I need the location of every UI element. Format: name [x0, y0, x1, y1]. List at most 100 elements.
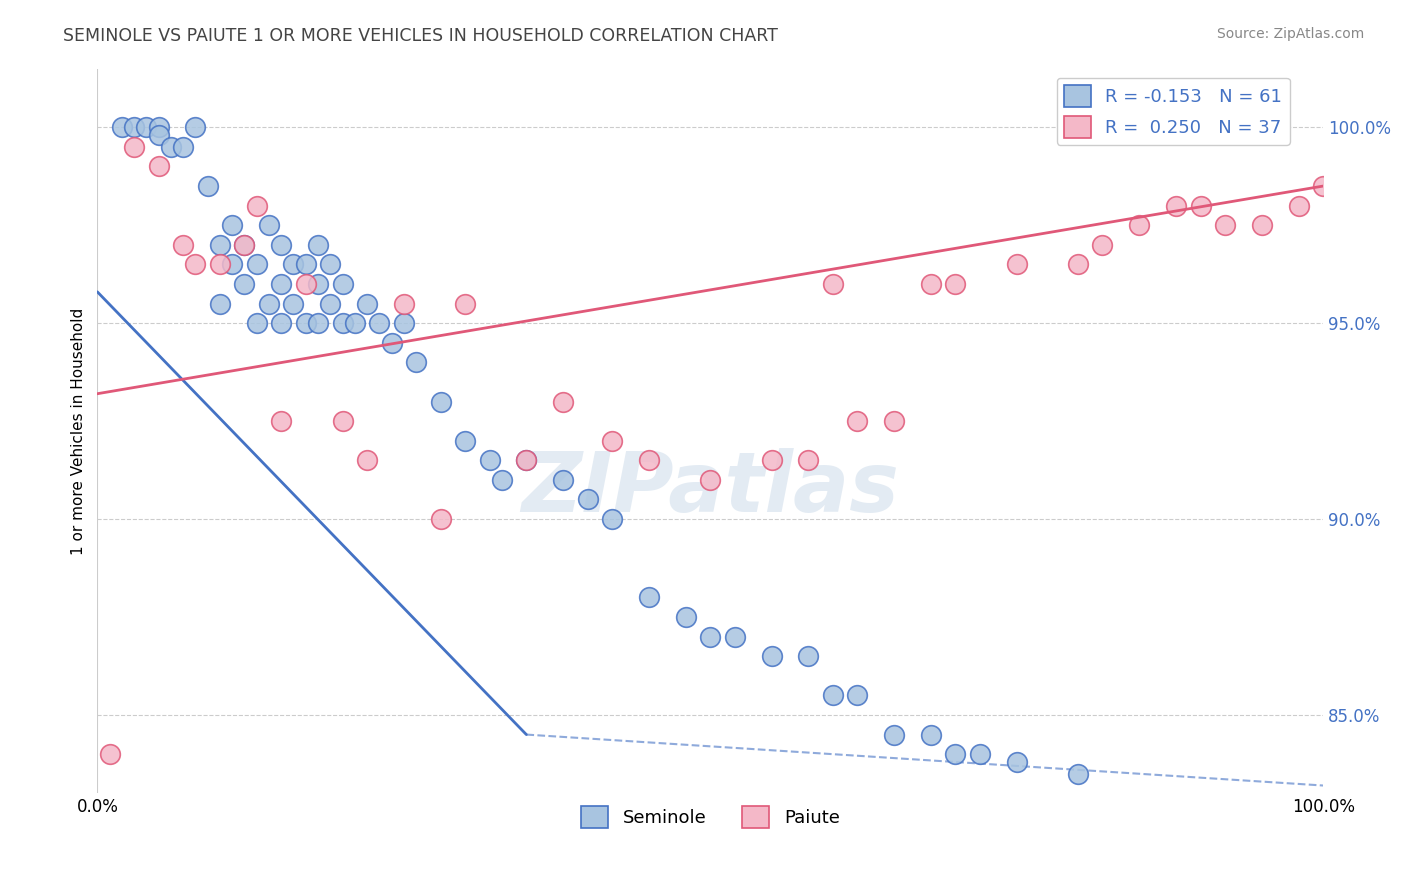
Point [883, 414, 905, 428]
Point [368, 316, 391, 330]
Point [945, 747, 967, 761]
Point [283, 296, 305, 310]
Point [1189, 199, 1212, 213]
Point [233, 237, 256, 252]
Point [1005, 257, 1028, 271]
Point [221, 219, 243, 233]
Point [883, 728, 905, 742]
Point [945, 277, 967, 291]
Point [343, 316, 366, 330]
Point [246, 316, 269, 330]
Point [454, 296, 477, 310]
Point [135, 120, 157, 135]
Point [356, 453, 378, 467]
Point [1164, 199, 1187, 213]
Point [515, 453, 537, 467]
Point [1250, 219, 1272, 233]
Point [148, 128, 170, 142]
Point [429, 394, 451, 409]
Point [208, 257, 231, 271]
Point [233, 277, 256, 291]
Point [122, 120, 145, 135]
Point [724, 630, 747, 644]
Text: ZIPatlas: ZIPatlas [522, 449, 900, 530]
Point [148, 160, 170, 174]
Text: Source: ZipAtlas.com: Source: ZipAtlas.com [1216, 27, 1364, 41]
Point [246, 199, 269, 213]
Point [270, 316, 292, 330]
Legend: Seminole, Paiute: Seminole, Paiute [574, 798, 846, 835]
Point [283, 257, 305, 271]
Point [307, 237, 329, 252]
Point [221, 257, 243, 271]
Point [1128, 219, 1150, 233]
Point [148, 120, 170, 135]
Point [332, 414, 354, 428]
Point [233, 237, 256, 252]
Point [307, 316, 329, 330]
Point [699, 473, 721, 487]
Point [846, 689, 869, 703]
Point [920, 277, 942, 291]
Point [332, 316, 354, 330]
Point [969, 747, 991, 761]
Point [270, 237, 292, 252]
Point [257, 296, 280, 310]
Point [197, 179, 219, 194]
Point [600, 512, 623, 526]
Point [319, 296, 342, 310]
Point [122, 140, 145, 154]
Point [392, 296, 415, 310]
Point [920, 728, 942, 742]
Point [1213, 219, 1236, 233]
Point [111, 120, 134, 135]
Point [600, 434, 623, 448]
Point [761, 649, 783, 664]
Y-axis label: 1 or more Vehicles in Household: 1 or more Vehicles in Household [72, 308, 86, 555]
Point [1288, 199, 1310, 213]
Point [307, 277, 329, 291]
Point [761, 453, 783, 467]
Point [638, 591, 661, 605]
Point [270, 414, 292, 428]
Point [294, 277, 316, 291]
Point [172, 140, 194, 154]
Point [1091, 237, 1114, 252]
Point [405, 355, 427, 369]
Point [160, 140, 183, 154]
Point [576, 492, 599, 507]
Point [638, 453, 661, 467]
Point [699, 630, 721, 644]
Point [294, 257, 316, 271]
Point [821, 277, 844, 291]
Point [208, 237, 231, 252]
Point [1312, 179, 1334, 194]
Point [675, 610, 697, 624]
Point [184, 120, 207, 135]
Point [821, 689, 844, 703]
Point [98, 747, 121, 761]
Point [478, 453, 501, 467]
Point [270, 277, 292, 291]
Point [846, 414, 869, 428]
Point [184, 257, 207, 271]
Point [172, 237, 194, 252]
Point [454, 434, 477, 448]
Point [246, 257, 269, 271]
Point [319, 257, 342, 271]
Text: SEMINOLE VS PAIUTE 1 OR MORE VEHICLES IN HOUSEHOLD CORRELATION CHART: SEMINOLE VS PAIUTE 1 OR MORE VEHICLES IN… [63, 27, 778, 45]
Point [797, 649, 820, 664]
Point [294, 316, 316, 330]
Point [429, 512, 451, 526]
Point [332, 277, 354, 291]
Point [1005, 755, 1028, 769]
Point [491, 473, 513, 487]
Point [553, 473, 575, 487]
Point [515, 453, 537, 467]
Point [797, 453, 820, 467]
Point [1067, 766, 1090, 780]
Point [257, 219, 280, 233]
Point [392, 316, 415, 330]
Point [380, 335, 402, 350]
Point [1067, 257, 1090, 271]
